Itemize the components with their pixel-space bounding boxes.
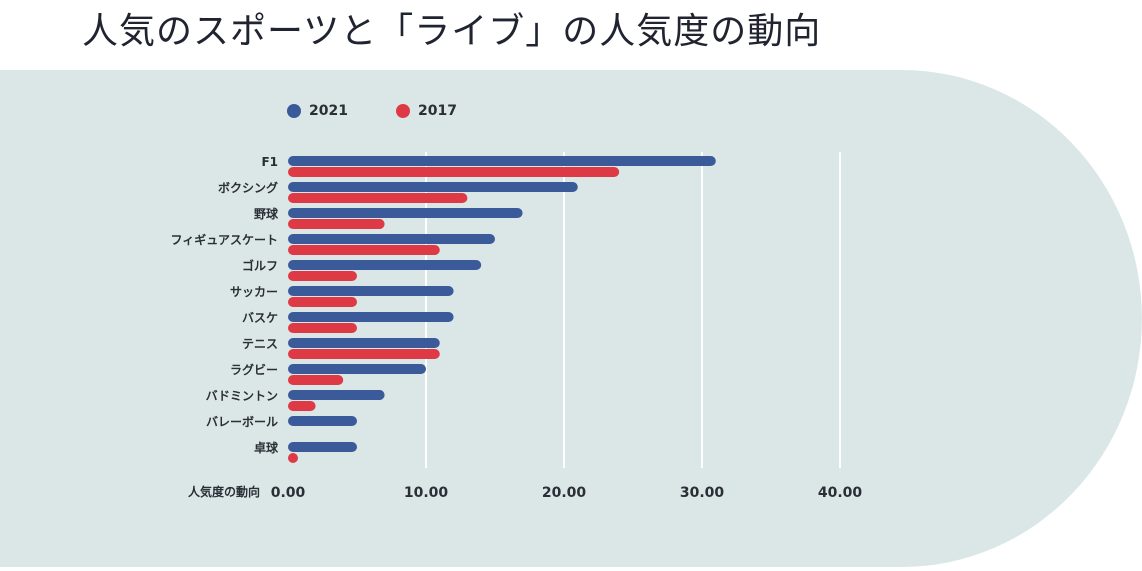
category-label: テニス [242, 337, 278, 351]
chart-background-panel [0, 70, 1142, 571]
bar-2021 [288, 442, 357, 452]
x-tick-label: 30.00 [680, 485, 725, 501]
x-axis-title: 人気度の動向 [188, 484, 260, 499]
page-title: 人気のスポーツと「ライブ」の人気度の動向 [82, 11, 822, 52]
bar-2021 [288, 416, 357, 426]
category-label: バレーボール [206, 414, 278, 429]
bar-2017 [288, 167, 620, 177]
category-label: サッカー [230, 285, 278, 299]
bar-2021 [288, 286, 454, 296]
bar-2017 [288, 349, 440, 359]
category-label: F1 [261, 155, 278, 169]
bar-2017 [288, 401, 316, 411]
bar-2017 [288, 323, 357, 333]
category-label: バスケ [242, 311, 278, 325]
bar-2017 [288, 271, 357, 281]
x-tick-label: 20.00 [542, 485, 587, 501]
legend-label-2021: 2021 [309, 103, 348, 119]
legend-swatch-2021 [287, 104, 301, 118]
category-label: ボクシング [218, 180, 278, 195]
bar-2021 [288, 390, 385, 400]
category-label: ゴルフ [242, 258, 278, 273]
category-label: 野球 [254, 206, 279, 221]
bar-2017 [288, 219, 385, 229]
bar-2021 [288, 156, 716, 166]
category-label: 卓球 [254, 440, 279, 455]
x-tick-label: 10.00 [404, 485, 449, 501]
bar-2017 [288, 193, 468, 203]
bar-2017 [288, 297, 357, 307]
x-tick-label: 40.00 [818, 485, 863, 501]
x-tick-label: 0.00 [271, 485, 306, 501]
chart-background-shape [0, 70, 1142, 567]
bar-2021 [288, 338, 440, 348]
bar-2021 [288, 208, 523, 218]
category-label: ラグビー [230, 362, 278, 377]
category-label: バドミントン [206, 389, 278, 403]
legend-label-2017: 2017 [418, 103, 457, 119]
bar-2017 [288, 375, 344, 385]
bar-2021 [288, 260, 482, 270]
bar-2021 [288, 312, 454, 322]
bar-2017 [288, 245, 440, 255]
category-label: フィギュアスケート [170, 232, 278, 247]
bar-2021 [288, 182, 578, 192]
bar-2021 [288, 364, 426, 374]
legend-item-2021: 2021 [287, 101, 348, 121]
legend-item-2017: 2017 [396, 101, 457, 121]
legend-swatch-2017 [396, 104, 410, 118]
bar-2017 [288, 453, 298, 463]
bar-2021 [288, 234, 495, 244]
